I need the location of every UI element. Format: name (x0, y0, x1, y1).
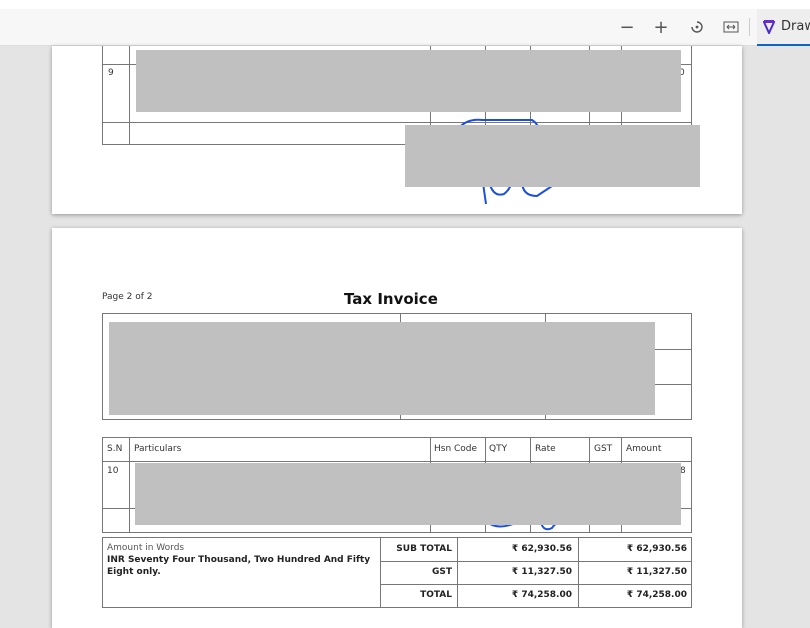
subtotal-value: ₹ 62,930.56 (511, 544, 572, 554)
total-label: TOTAL (420, 590, 452, 600)
col-amount: Amount (626, 444, 662, 454)
signature-ink (453, 118, 553, 205)
amount-in-words-label: Amount in Words (107, 543, 185, 553)
rotate-icon[interactable] (684, 9, 710, 45)
col-qty: QTY (489, 444, 508, 454)
subtotal-label: SUB TOTAL (396, 544, 452, 554)
redaction (109, 322, 655, 415)
amount-in-words: INR Seventy Four Thousand, Two Hundred A… (107, 555, 371, 577)
col-sn: S.N (107, 444, 123, 454)
draw-button[interactable]: Draw (757, 9, 810, 46)
zoom-out-button[interactable]: − (619, 16, 635, 38)
gst-value: ₹ 11,327.50 (511, 567, 572, 577)
fit-width-icon[interactable] (718, 9, 744, 45)
pdf-page-1: 9 0 (52, 46, 742, 214)
col-gst: GST (594, 444, 613, 454)
items-table (102, 437, 692, 533)
total-value-2: ₹ 74,258.00 (626, 590, 687, 600)
zoom-in-button[interactable]: + (653, 16, 669, 38)
redaction (135, 463, 681, 525)
row-amount: 8 (680, 466, 686, 476)
page-number: Page 2 of 2 (102, 292, 153, 302)
row-amount: 0 (679, 68, 685, 78)
draw-icon (763, 19, 775, 34)
draw-label: Draw (781, 19, 810, 34)
gst-label: GST (431, 567, 452, 577)
col-hsn: Hsn Code (434, 444, 478, 454)
row-sn: 9 (108, 68, 114, 78)
totals-table (102, 537, 692, 608)
subtotal-value-2: ₹ 62,930.56 (626, 544, 687, 554)
pdf-toolbar: − + Draw (0, 9, 810, 46)
gst-value-2: ₹ 11,327.50 (626, 567, 687, 577)
redaction (405, 125, 700, 187)
row-sn: 10 (107, 466, 119, 476)
invoice-title: Tax Invoice (344, 290, 438, 308)
divider (749, 18, 750, 36)
redaction (136, 50, 681, 112)
info-box (102, 313, 692, 420)
col-particulars: Particulars (134, 444, 182, 454)
total-value: ₹ 74,258.00 (511, 590, 572, 600)
top-strip (0, 0, 810, 9)
col-rate: Rate (535, 444, 556, 454)
pdf-page-2: Page 2 of 2 Tax Invoice S.N Particulars … (52, 228, 742, 628)
